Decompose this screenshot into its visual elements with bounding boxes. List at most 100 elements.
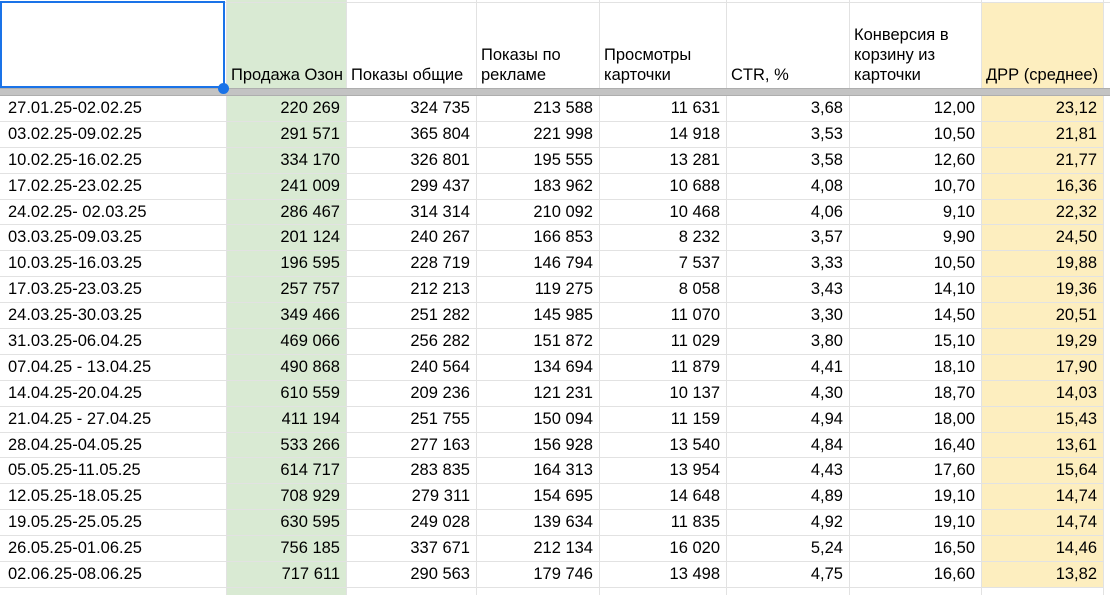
- cell-drr[interactable]: 19,36: [982, 277, 1104, 304]
- cell-drr[interactable]: 15,43: [982, 406, 1104, 433]
- cell-pokazy-obshchie[interactable]: 326 801: [347, 147, 477, 174]
- cell-period[interactable]: 07.04.25 - 13.04.25: [0, 354, 227, 381]
- header-pokazy-po-reklame[interactable]: Показы по рекламе: [477, 3, 600, 88]
- cell-prodazha-ozon[interactable]: 196 595: [227, 251, 347, 278]
- cell-prosmotry-kartochki[interactable]: 11 879: [600, 354, 727, 381]
- cell-period[interactable]: 17.03.25-23.03.25: [0, 277, 227, 304]
- cell-prodazha-ozon[interactable]: 717 611: [227, 562, 347, 588]
- header-pokazy-obshchie[interactable]: Показы общие: [347, 3, 477, 88]
- cell-konversiya-v-korzinu[interactable]: 9,90: [850, 225, 982, 252]
- cell-pokazy-po-reklame[interactable]: 134 694: [477, 354, 600, 381]
- cell-prodazha-ozon[interactable]: 411 194: [227, 406, 347, 433]
- cell-prodazha-ozon[interactable]: 349 466: [227, 303, 347, 330]
- cell-prodazha-ozon[interactable]: 533 266: [227, 432, 347, 459]
- header-period-selected-cell[interactable]: [0, 3, 227, 88]
- cell-prodazha-ozon[interactable]: 291 571: [227, 121, 347, 148]
- cell-konversiya-v-korzinu[interactable]: 10,50: [850, 121, 982, 148]
- cell-pokazy-po-reklame[interactable]: 166 853: [477, 225, 600, 252]
- cell-period[interactable]: 05.05.25-11.05.25: [0, 458, 227, 485]
- cell-ctr[interactable]: 3,68: [727, 96, 850, 122]
- cell-konversiya-v-korzinu[interactable]: 14,50: [850, 303, 982, 330]
- cell-prodazha-ozon[interactable]: 614 717: [227, 458, 347, 485]
- cell-prosmotry-kartochki[interactable]: 16 020: [600, 536, 727, 563]
- cell-konversiya-v-korzinu[interactable]: 10,70: [850, 173, 982, 200]
- cell-konversiya-v-korzinu[interactable]: 18,10: [850, 354, 982, 381]
- cell-ctr[interactable]: [727, 587, 850, 595]
- header-prosmotry-kartochki[interactable]: Просмотры карточки: [600, 3, 727, 88]
- cell-drr[interactable]: [982, 0, 1104, 3]
- header-konversiya-v-korzinu[interactable]: Конверсия в корзину из карточки: [850, 3, 982, 88]
- cell-pokazy-po-reklame[interactable]: 213 588: [477, 96, 600, 122]
- cell-pokazy-obshchie[interactable]: 337 671: [347, 536, 477, 563]
- cell-prosmotry-kartochki[interactable]: 11 070: [600, 303, 727, 330]
- cell-pokazy-po-reklame[interactable]: 210 092: [477, 199, 600, 226]
- cell-prodazha-ozon[interactable]: 257 757: [227, 277, 347, 304]
- frozen-row-divider[interactable]: [0, 88, 1110, 96]
- cell-pokazy-obshchie[interactable]: 251 755: [347, 406, 477, 433]
- cell-period[interactable]: 19.05.25-25.05.25: [0, 510, 227, 537]
- cell-ctr[interactable]: 3,58: [727, 147, 850, 174]
- cell-konversiya-v-korzinu[interactable]: 9,10: [850, 199, 982, 226]
- cell-pokazy-obshchie[interactable]: [347, 0, 477, 3]
- cell-pokazy-obshchie[interactable]: 256 282: [347, 329, 477, 355]
- cell-pokazy-po-reklame[interactable]: 119 275: [477, 277, 600, 304]
- cell-prodazha-ozon[interactable]: [227, 0, 347, 3]
- cell-prodazha-ozon[interactable]: 708 929: [227, 484, 347, 511]
- cell-period[interactable]: 31.03.25-06.04.25: [0, 329, 227, 355]
- cell-period[interactable]: 10.03.25-16.03.25: [0, 251, 227, 278]
- cell-drr[interactable]: 20,51: [982, 303, 1104, 330]
- cell-drr[interactable]: 14,74: [982, 510, 1104, 537]
- cell-period[interactable]: 28.04.25-04.05.25: [0, 432, 227, 459]
- cell-konversiya-v-korzinu[interactable]: 12,00: [850, 96, 982, 122]
- cell-prosmotry-kartochki[interactable]: 14 918: [600, 121, 727, 148]
- cell-konversiya-v-korzinu[interactable]: 18,00: [850, 406, 982, 433]
- cell-ctr[interactable]: 4,94: [727, 406, 850, 433]
- cell-pokazy-po-reklame[interactable]: 121 231: [477, 380, 600, 407]
- cell-prosmotry-kartochki[interactable]: 10 137: [600, 380, 727, 407]
- cell-pokazy-obshchie[interactable]: 240 564: [347, 354, 477, 381]
- cell-prodazha-ozon[interactable]: 334 170: [227, 147, 347, 174]
- cell-ctr[interactable]: 3,57: [727, 225, 850, 252]
- cell-pokazy-po-reklame[interactable]: 212 134: [477, 536, 600, 563]
- cell-konversiya-v-korzinu[interactable]: 10,50: [850, 251, 982, 278]
- cell-prosmotry-kartochki[interactable]: [600, 587, 727, 595]
- cell-drr[interactable]: 19,88: [982, 251, 1104, 278]
- cell-ctr[interactable]: 3,43: [727, 277, 850, 304]
- cell-konversiya-v-korzinu[interactable]: 19,10: [850, 484, 982, 511]
- cell-drr[interactable]: 21,81: [982, 121, 1104, 148]
- cell-drr[interactable]: 16,36: [982, 173, 1104, 200]
- cell-pokazy-obshchie[interactable]: 209 236: [347, 380, 477, 407]
- cell-pokazy-po-reklame[interactable]: 154 695: [477, 484, 600, 511]
- cell-prosmotry-kartochki[interactable]: 10 688: [600, 173, 727, 200]
- cell-konversiya-v-korzinu[interactable]: 18,70: [850, 380, 982, 407]
- cell-pokazy-obshchie[interactable]: 365 804: [347, 121, 477, 148]
- cell-pokazy-po-reklame[interactable]: 195 555: [477, 147, 600, 174]
- cell-drr[interactable]: 22,32: [982, 199, 1104, 226]
- cell-prosmotry-kartochki[interactable]: 10 468: [600, 199, 727, 226]
- cell-ctr[interactable]: 4,75: [727, 562, 850, 588]
- cell-prosmotry-kartochki[interactable]: 11 835: [600, 510, 727, 537]
- cell-ctr[interactable]: 4,89: [727, 484, 850, 511]
- fill-handle[interactable]: [218, 83, 229, 94]
- cell-pokazy-po-reklame[interactable]: 164 313: [477, 458, 600, 485]
- cell-prosmotry-kartochki[interactable]: 14 648: [600, 484, 727, 511]
- cell-period[interactable]: 24.02.25- 02.03.25: [0, 199, 227, 226]
- cell-period[interactable]: 03.03.25-09.03.25: [0, 225, 227, 252]
- cell-ctr[interactable]: 4,84: [727, 432, 850, 459]
- cell-pokazy-obshchie[interactable]: 240 267: [347, 225, 477, 252]
- cell-pokazy-po-reklame[interactable]: 221 998: [477, 121, 600, 148]
- cell-ctr[interactable]: 4,06: [727, 199, 850, 226]
- cell-period[interactable]: 21.04.25 - 27.04.25: [0, 406, 227, 433]
- cell-prodazha-ozon[interactable]: [227, 587, 347, 595]
- cell-pokazy-obshchie[interactable]: 249 028: [347, 510, 477, 537]
- cell-prosmotry-kartochki[interactable]: 13 954: [600, 458, 727, 485]
- cell-prodazha-ozon[interactable]: 201 124: [227, 225, 347, 252]
- cell-pokazy-obshchie[interactable]: [347, 587, 477, 595]
- cell-prosmotry-kartochki[interactable]: 8 232: [600, 225, 727, 252]
- cell-konversiya-v-korzinu[interactable]: 16,40: [850, 432, 982, 459]
- cell-pokazy-obshchie[interactable]: 290 563: [347, 562, 477, 588]
- cell-drr[interactable]: [982, 587, 1104, 595]
- cell-pokazy-po-reklame[interactable]: 145 985: [477, 303, 600, 330]
- cell-pokazy-obshchie[interactable]: 251 282: [347, 303, 477, 330]
- cell-drr[interactable]: 13,61: [982, 432, 1104, 459]
